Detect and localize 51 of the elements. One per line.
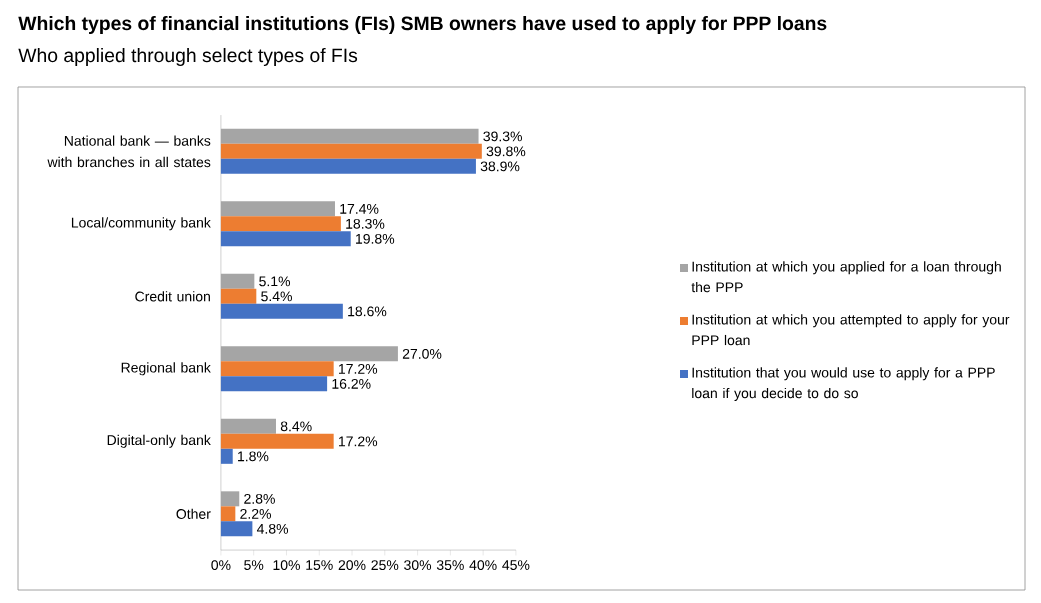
x-tick-label: 30%	[404, 560, 432, 571]
data-label: 39.8%	[486, 146, 526, 157]
y-tick-label: Regional bank	[121, 362, 211, 376]
data-label: 16.2%	[332, 378, 371, 389]
bar	[220, 361, 334, 377]
bar	[220, 303, 343, 319]
bar	[220, 521, 253, 537]
legend-label: Institution that you would use to apply for a PPP loan if you decide to do so	[692, 367, 995, 401]
x-tick-label: 5%	[244, 560, 264, 570]
data-label: 17.2%	[339, 363, 378, 374]
chart-subtitle: Who applied through select types of FIs	[18, 47, 358, 67]
data-label: 4.8%	[256, 523, 289, 534]
bar	[220, 433, 334, 449]
legend-label: Institution at which you applied for a loan through the PPP	[691, 261, 1001, 293]
chart-title: Which types of financial institutions (FIs) SMB owners have used to apply for PPP loans	[18, 15, 827, 35]
data-label: 39.3%	[483, 131, 522, 142]
x-tick-label: 35%	[436, 560, 464, 571]
bar	[220, 231, 351, 247]
data-label: 2.2%	[240, 508, 272, 519]
y-tick-label: Local/community bank	[71, 217, 211, 231]
data-label: 18.3%	[346, 218, 385, 229]
legend-label: Institution at which you attempted to apply for your PPP loan	[692, 314, 1010, 346]
y-tick-label: Other	[176, 508, 211, 519]
data-label: 17.4%	[340, 203, 379, 214]
data-label: 8.4%	[280, 421, 312, 432]
data-label: 5.1%	[259, 276, 291, 287]
data-label: 38.9%	[480, 161, 520, 172]
x-tick-label: 20%	[338, 560, 366, 571]
x-tick-label: 0%	[211, 560, 231, 571]
data-label: 5.4%	[261, 291, 292, 302]
x-tick-label: 10%	[273, 560, 300, 571]
bar	[220, 216, 341, 232]
data-label: 27.0%	[402, 348, 442, 359]
bar	[220, 158, 476, 174]
y-tick-label: Digital-only bank	[107, 434, 211, 448]
bar	[220, 376, 328, 392]
x-tick-label: 15%	[306, 560, 333, 570]
y-tick-label: Credit union	[135, 291, 210, 302]
data-label: 19.8%	[356, 233, 395, 244]
data-label: 17.2%	[339, 436, 378, 447]
data-label: 1.8%	[238, 451, 269, 462]
data-label: 18.6%	[348, 306, 387, 317]
bar	[220, 506, 236, 522]
x-tick-label: 45%	[502, 560, 530, 570]
x-tick-label: 25%	[371, 560, 399, 571]
bar	[220, 448, 233, 464]
x-tick-label: 40%	[469, 560, 497, 571]
bar	[220, 143, 482, 159]
data-label: 2.8%	[244, 493, 275, 504]
bar	[220, 288, 257, 304]
y-tick-label: National bank — banks with branches in all states	[47, 135, 211, 168]
